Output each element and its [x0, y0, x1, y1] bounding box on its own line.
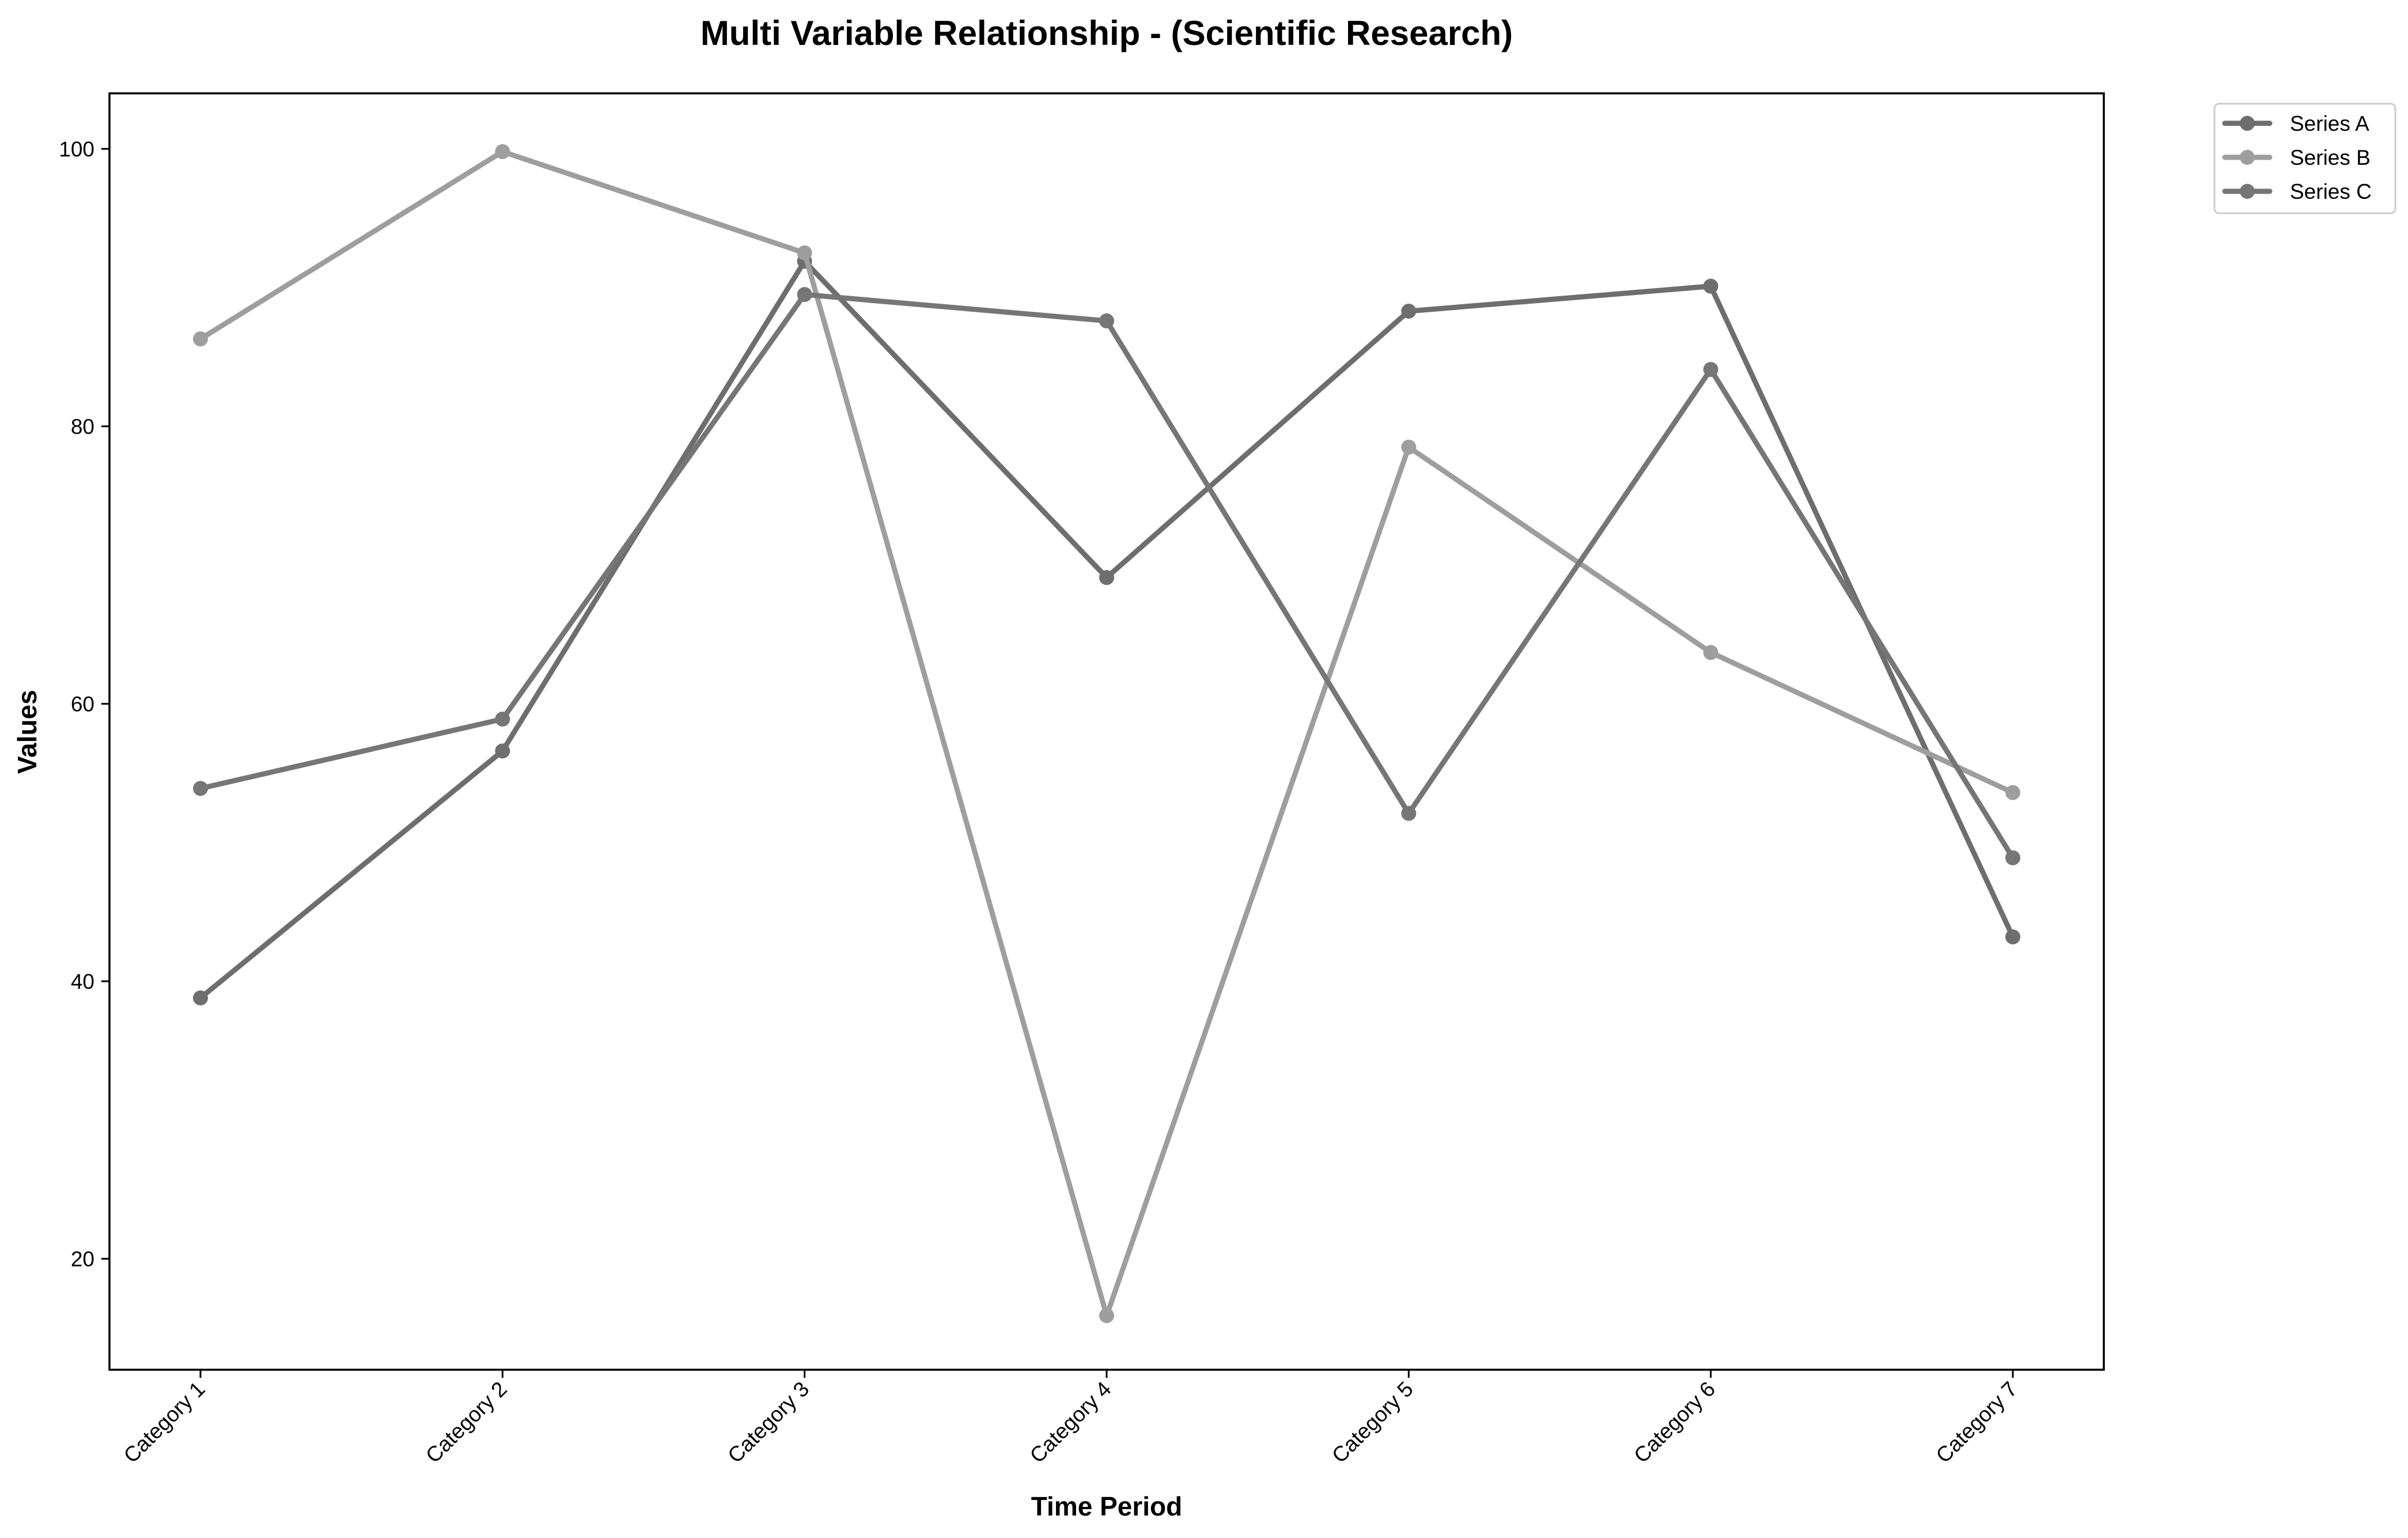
data-point — [495, 711, 510, 727]
y-tick-label: 40 — [71, 970, 94, 993]
data-point — [193, 990, 208, 1006]
legend-marker — [2240, 116, 2255, 131]
legend-marker — [2240, 150, 2255, 165]
legend-label: Series B — [2290, 146, 2371, 169]
series-layer — [193, 144, 2020, 1324]
data-point — [797, 287, 812, 303]
y-tick-label: 100 — [59, 137, 94, 161]
legend-label: Series C — [2290, 180, 2372, 203]
data-point — [1703, 362, 1718, 377]
legend-item: Series B — [2222, 146, 2371, 169]
data-point — [193, 331, 208, 347]
y-axis: 20 40 60 80 100 — [59, 137, 109, 1271]
data-point — [2005, 850, 2020, 866]
y-tick-label: 20 — [71, 1247, 94, 1271]
y-tick-label: 60 — [71, 692, 94, 716]
data-point — [1401, 439, 1417, 455]
series-2 — [193, 144, 2020, 1324]
data-point — [797, 245, 812, 260]
data-point — [1099, 570, 1114, 585]
legend-marker — [2240, 184, 2255, 199]
series-3 — [193, 287, 2020, 866]
data-point — [1703, 278, 1718, 294]
data-point — [2005, 785, 2020, 800]
y-tick-label: 80 — [71, 415, 94, 439]
data-point — [1099, 313, 1114, 328]
data-point — [495, 144, 510, 160]
data-point — [1401, 303, 1417, 319]
data-point — [495, 743, 510, 759]
y-axis-label: Values — [12, 690, 42, 774]
data-point — [1099, 1308, 1114, 1324]
legend-item: Series C — [2222, 180, 2372, 203]
chart-title: Multi Variable Relationship - (Scientifi… — [701, 14, 1513, 52]
data-point — [193, 781, 208, 796]
data-point — [1703, 645, 1718, 660]
legend-item: Series A — [2222, 112, 2369, 135]
data-point — [2005, 929, 2020, 944]
x-axis-label: Time Period — [1031, 1491, 1182, 1521]
legend-frame — [2213, 103, 2396, 214]
legend: Series A Series B Series C — [2213, 103, 2396, 214]
legend-label: Series A — [2290, 112, 2369, 135]
data-point — [1401, 806, 1417, 821]
